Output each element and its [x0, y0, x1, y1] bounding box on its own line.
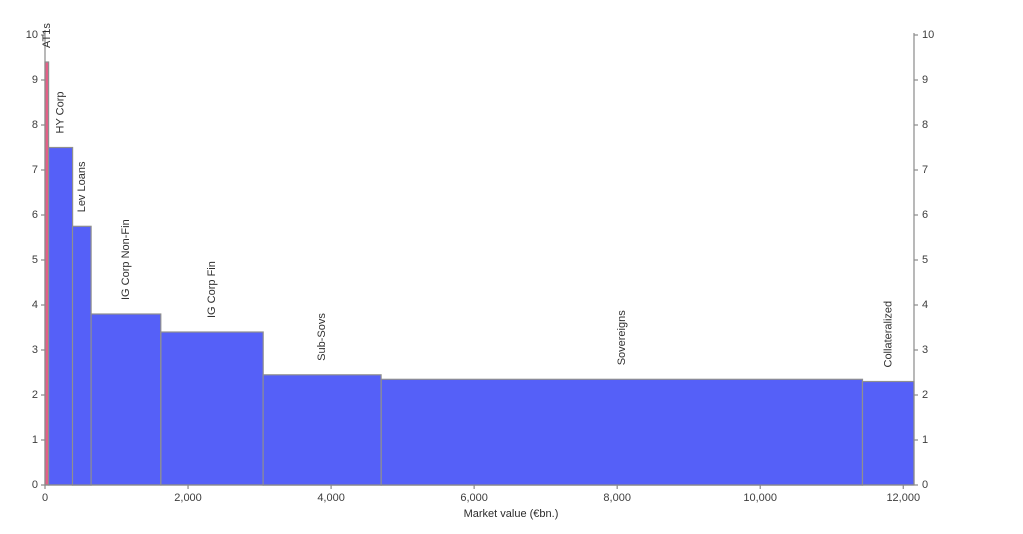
y-tick-label-left: 0 — [32, 479, 38, 491]
y-tick-label-left: 7 — [32, 164, 38, 176]
y-tick-label-right: 2 — [922, 389, 928, 401]
bar-label: HY Corp — [55, 92, 67, 134]
bar-segment — [380, 378, 864, 486]
y-tick-label-left: 3 — [32, 344, 38, 356]
bar-segment — [262, 374, 382, 486]
bar-segment — [160, 331, 264, 486]
x-tick-label: 0 — [42, 492, 48, 504]
bar-label: Sub-Sovs — [316, 313, 328, 361]
y-tick-label-right: 6 — [922, 209, 928, 221]
y-tick-label-right: 10 — [922, 29, 934, 41]
bar-label: IG Corp Fin — [206, 261, 218, 318]
bar-segment — [861, 380, 915, 486]
bars-layer — [44, 61, 915, 486]
axes-layer: 0 01 12 23 34 45 56 67 78 89 910 100 2,000 4,000 6,000… — [26, 29, 935, 504]
y-tick-label-right: 4 — [922, 299, 928, 311]
bar-label: Collateralized — [882, 301, 894, 368]
x-tick-label: 10,000 — [743, 492, 777, 504]
x-tick-label: 12,000 — [886, 492, 920, 504]
bar-labels-layer: AT1s HY Corp Lev Loans IG Corp Non-Fin IG Co… — [41, 23, 894, 368]
bar-label: Sovereigns — [616, 310, 628, 366]
y-tick-label-right: 3 — [922, 344, 928, 356]
bar-segment — [71, 225, 92, 486]
bar-segment — [47, 146, 74, 486]
y-tick-label-right: 0 — [922, 479, 928, 491]
y-tick-label-right: 1 — [922, 434, 928, 446]
y-tick-label-left: 1 — [32, 434, 38, 446]
x-tick-label: 4,000 — [317, 492, 345, 504]
y-tick-label-left: 10 — [26, 29, 38, 41]
bar-label: Lev Loans — [76, 161, 88, 212]
x-tick-label: 8,000 — [603, 492, 631, 504]
y-tick-label-right: 7 — [922, 164, 928, 176]
bar-segment — [90, 313, 162, 486]
bar-label: IG Corp Non-Fin — [120, 219, 132, 300]
bar-label: AT1s — [41, 23, 53, 48]
y-tick-label-right: 8 — [922, 119, 928, 131]
x-axis-title: Market value (€bn.) — [464, 508, 559, 520]
y-tick-label-left: 8 — [32, 119, 38, 131]
y-tick-label-left: 9 — [32, 74, 38, 86]
y-tick-label-right: 9 — [922, 74, 928, 86]
y-tick-label-left: 2 — [32, 389, 38, 401]
y-tick-label-left: 4 — [32, 299, 38, 311]
x-tick-label: 2,000 — [174, 492, 202, 504]
y-tick-label-left: 6 — [32, 209, 38, 221]
y-tick-label-right: 5 — [922, 254, 928, 266]
y-tick-label-left: 5 — [32, 254, 38, 266]
x-tick-label: 6,000 — [460, 492, 488, 504]
